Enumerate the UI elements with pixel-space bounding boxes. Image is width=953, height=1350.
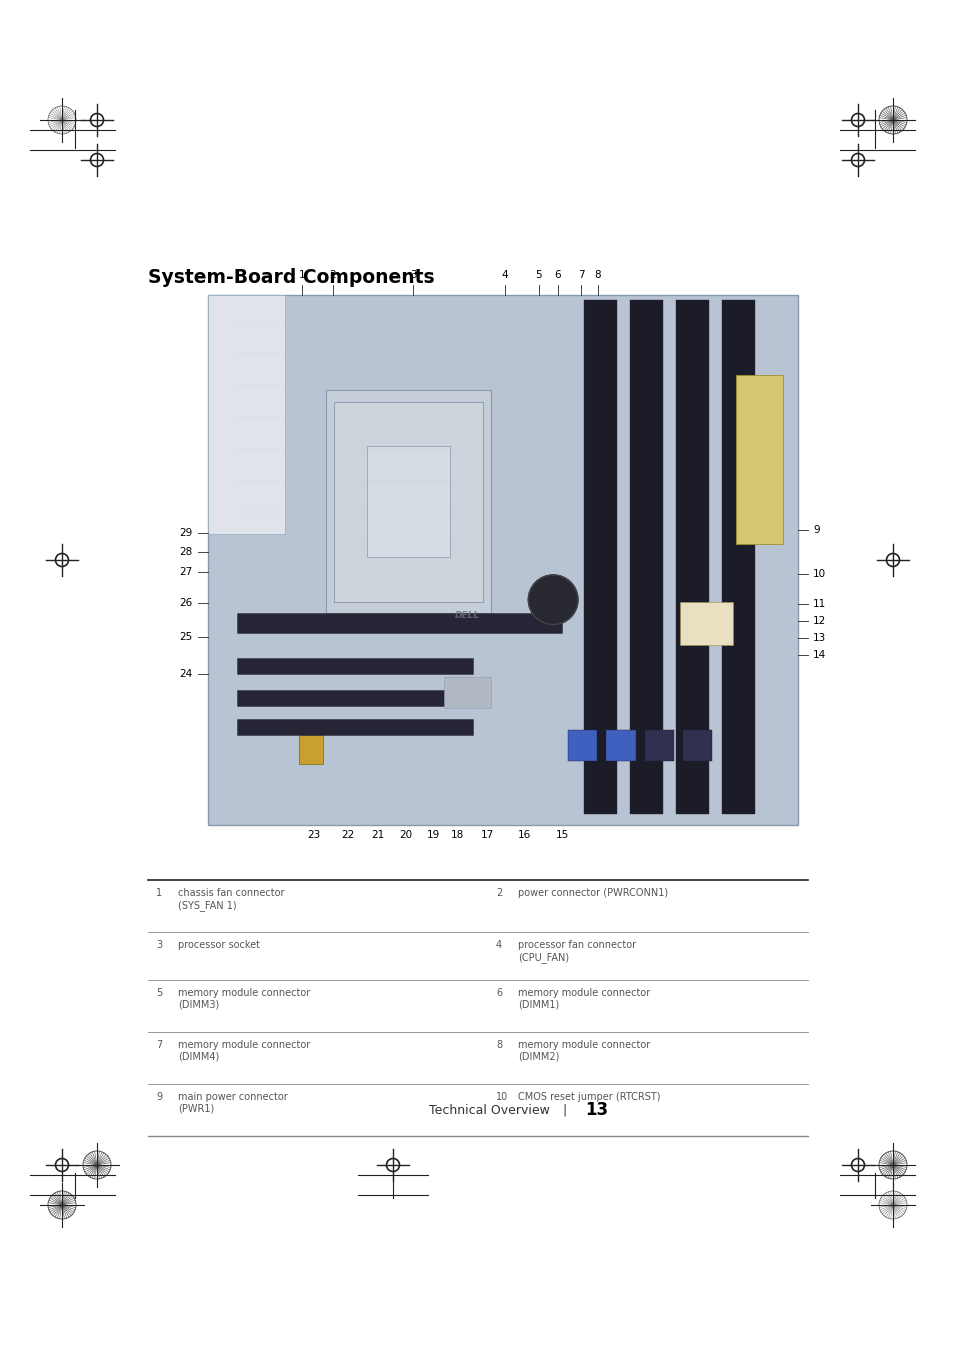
Text: memory module connector
(DIMM1): memory module connector (DIMM1) (517, 988, 650, 1010)
Text: 6: 6 (496, 988, 501, 998)
Text: 13: 13 (584, 1102, 607, 1119)
Text: 26: 26 (179, 598, 193, 608)
Text: 6: 6 (554, 270, 560, 279)
Circle shape (890, 1162, 894, 1168)
Text: DELL: DELL (455, 612, 479, 620)
Text: 3: 3 (409, 270, 416, 279)
Text: power connector (PWRCONN1): power connector (PWRCONN1) (517, 888, 667, 898)
Text: memory module connector
(DIMM3): memory module connector (DIMM3) (178, 988, 310, 1010)
Circle shape (94, 1162, 99, 1168)
Text: chassis fan connector
(SYS_FAN 1): chassis fan connector (SYS_FAN 1) (178, 888, 284, 910)
Text: 4: 4 (501, 270, 508, 279)
Bar (605, 729, 635, 761)
Bar (682, 729, 712, 761)
Text: 17: 17 (480, 830, 493, 840)
Bar (326, 390, 491, 613)
Text: 25: 25 (179, 632, 193, 643)
Bar (736, 374, 782, 544)
Bar (208, 296, 284, 533)
Bar (334, 401, 482, 602)
Text: 20: 20 (399, 830, 412, 840)
Bar (299, 734, 323, 764)
Text: 1: 1 (298, 270, 305, 279)
Text: processor socket: processor socket (178, 940, 260, 950)
Text: System-Board Components: System-Board Components (148, 269, 435, 288)
Text: CMOS reset jumper (RTCRST): CMOS reset jumper (RTCRST) (517, 1092, 659, 1102)
Circle shape (890, 117, 894, 121)
Text: 8: 8 (496, 1040, 501, 1050)
Bar (237, 690, 473, 706)
Text: 22: 22 (341, 830, 355, 840)
Bar (676, 300, 708, 814)
Text: 13: 13 (812, 633, 825, 643)
Text: 5: 5 (156, 988, 162, 998)
Text: 8: 8 (594, 270, 600, 279)
Text: 23: 23 (307, 830, 320, 840)
Text: 2: 2 (496, 888, 501, 898)
Text: 1: 1 (156, 888, 162, 898)
Text: 4: 4 (496, 940, 501, 950)
Bar (567, 729, 597, 761)
Text: 18: 18 (450, 830, 463, 840)
Text: 14: 14 (812, 649, 825, 660)
Text: 27: 27 (179, 567, 193, 576)
Circle shape (528, 575, 578, 625)
Bar (237, 720, 473, 734)
Text: 7: 7 (156, 1040, 162, 1050)
Text: 28: 28 (179, 547, 193, 558)
Text: main power connector
(PWR1): main power connector (PWR1) (178, 1092, 288, 1114)
Circle shape (890, 1203, 894, 1207)
Circle shape (60, 119, 64, 122)
Bar (584, 300, 617, 814)
Text: 9: 9 (812, 525, 819, 535)
Text: 9: 9 (156, 1092, 162, 1102)
Bar (208, 296, 797, 825)
Text: 11: 11 (812, 599, 825, 609)
Text: 21: 21 (371, 830, 384, 840)
Bar (367, 446, 450, 558)
Bar (630, 300, 662, 814)
Bar (679, 602, 732, 645)
Circle shape (60, 1203, 64, 1207)
Bar (237, 613, 561, 633)
Text: 16: 16 (517, 830, 530, 840)
Text: 15: 15 (555, 830, 568, 840)
Bar (237, 657, 473, 674)
Text: 5: 5 (536, 270, 541, 279)
Text: 24: 24 (179, 670, 193, 679)
Text: 2: 2 (330, 270, 336, 279)
Bar (443, 676, 491, 709)
Text: memory module connector
(DIMM4): memory module connector (DIMM4) (178, 1040, 310, 1061)
Text: 3: 3 (156, 940, 162, 950)
Text: processor fan connector
(CPU_FAN): processor fan connector (CPU_FAN) (517, 940, 636, 963)
Text: memory module connector
(DIMM2): memory module connector (DIMM2) (517, 1040, 650, 1061)
Text: 10: 10 (496, 1092, 508, 1102)
Bar (644, 729, 674, 761)
Text: Technical Overview: Technical Overview (429, 1103, 550, 1116)
Text: 10: 10 (812, 568, 825, 579)
Text: |: | (562, 1103, 566, 1116)
Text: 12: 12 (812, 616, 825, 626)
Text: 29: 29 (179, 528, 193, 539)
Bar (721, 300, 754, 814)
Text: 7: 7 (578, 270, 583, 279)
Text: 19: 19 (426, 830, 439, 840)
